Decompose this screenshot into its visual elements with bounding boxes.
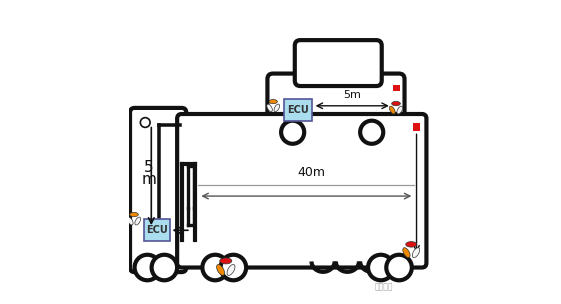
Ellipse shape: [227, 264, 235, 275]
Ellipse shape: [127, 217, 133, 225]
Ellipse shape: [220, 258, 232, 264]
FancyBboxPatch shape: [284, 99, 312, 121]
Ellipse shape: [274, 104, 279, 112]
Text: 5: 5: [144, 160, 154, 175]
Circle shape: [368, 255, 394, 280]
Bar: [393, 85, 400, 91]
Ellipse shape: [406, 242, 417, 247]
FancyBboxPatch shape: [268, 74, 404, 138]
Ellipse shape: [130, 212, 139, 217]
Ellipse shape: [392, 102, 401, 106]
Text: ECU: ECU: [146, 225, 168, 235]
Ellipse shape: [397, 106, 403, 114]
Ellipse shape: [403, 248, 410, 257]
Text: 九章智驾: 九章智驾: [375, 283, 393, 292]
Ellipse shape: [389, 106, 395, 114]
Circle shape: [135, 255, 160, 280]
Circle shape: [151, 255, 177, 280]
Circle shape: [220, 255, 246, 280]
Circle shape: [203, 255, 228, 280]
Text: 5m: 5m: [343, 90, 361, 100]
Ellipse shape: [217, 264, 224, 275]
Ellipse shape: [267, 104, 272, 112]
FancyBboxPatch shape: [295, 40, 381, 86]
Circle shape: [387, 255, 412, 280]
Circle shape: [360, 121, 383, 144]
Circle shape: [281, 121, 304, 144]
FancyBboxPatch shape: [177, 114, 426, 268]
Ellipse shape: [269, 99, 277, 104]
Bar: [413, 123, 420, 131]
Text: ECU: ECU: [287, 105, 309, 115]
Text: 40m: 40m: [297, 166, 325, 179]
Ellipse shape: [412, 248, 420, 257]
FancyBboxPatch shape: [144, 219, 171, 241]
Ellipse shape: [135, 217, 141, 225]
FancyBboxPatch shape: [130, 108, 186, 272]
Text: m: m: [142, 172, 157, 187]
